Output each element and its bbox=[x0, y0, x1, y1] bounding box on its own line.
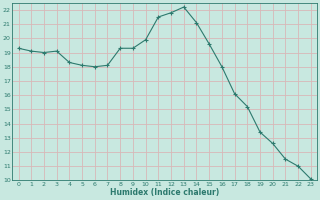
X-axis label: Humidex (Indice chaleur): Humidex (Indice chaleur) bbox=[110, 188, 219, 197]
